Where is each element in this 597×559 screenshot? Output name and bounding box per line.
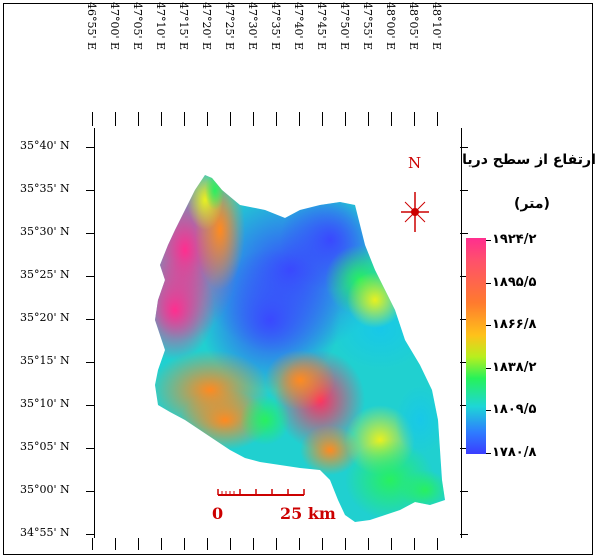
latitude-tick [86, 405, 94, 406]
longitude-tick [92, 112, 93, 126]
longitude-tick [138, 112, 139, 126]
longitude-tick-bottom [276, 538, 277, 550]
latitude-tick-right [460, 276, 468, 277]
longitude-tick-bottom [115, 538, 116, 550]
latitude-tick-right [460, 233, 468, 234]
longitude-tick-bottom [437, 538, 438, 550]
longitude-tick-bottom [230, 538, 231, 550]
latitude-label: 35°05' N [20, 440, 70, 453]
latitude-tick-right [460, 147, 468, 148]
legend-value: ۱۸۳۸/۲ [492, 359, 537, 375]
longitude-tick [115, 112, 116, 126]
latitude-tick [86, 276, 94, 277]
longitude-tick-bottom [92, 538, 93, 550]
longitude-tick [230, 112, 231, 126]
legend-title: ارتفاع از سطح دریا [462, 152, 596, 168]
legend-tick [486, 410, 491, 411]
legend-value: ۱۹۲۴/۲ [492, 232, 537, 247]
legend-tick [486, 367, 491, 369]
map-plot-area [94, 128, 462, 538]
longitude-tick [391, 112, 392, 126]
latitude-tick-right [460, 405, 468, 406]
longitude-tick [253, 112, 254, 126]
longitude-tick [345, 112, 346, 126]
longitude-tick [414, 112, 415, 126]
latitude-label: 35°30' N [20, 225, 70, 238]
longitude-tick-bottom [299, 538, 300, 550]
legend-tick [486, 240, 491, 241]
latitude-tick [86, 534, 94, 535]
legend-tick [486, 282, 491, 284]
latitude-tick-right [460, 319, 468, 320]
latitude-tick [86, 233, 94, 234]
legend-unit: (متر) [514, 196, 550, 212]
longitude-tick [368, 112, 369, 126]
latitude-tick [86, 147, 94, 148]
legend-tick [486, 325, 491, 326]
longitude-tick [184, 112, 185, 126]
map-frame [3, 3, 593, 555]
longitude-tick [299, 112, 300, 126]
longitude-tick-bottom [161, 538, 162, 550]
legend-value: ۱۸۶۶/۸ [492, 317, 537, 332]
latitude-tick-right [460, 190, 468, 191]
longitude-tick-bottom [368, 538, 369, 550]
legend-tick [486, 452, 491, 454]
latitude-tick [86, 362, 94, 363]
longitude-tick [322, 112, 323, 126]
scale-bar [217, 489, 305, 496]
latitude-tick [86, 448, 94, 449]
latitude-label: 35°10' N [20, 397, 70, 410]
legend-value: ۱۷۸۰/۸ [492, 444, 537, 460]
latitude-tick-right [460, 448, 468, 449]
latitude-label: 35°20' N [20, 311, 70, 324]
scale-end-label: 25 km [280, 504, 336, 523]
latitude-tick-right [460, 362, 468, 363]
legend-value: ۱۸۰۹/۵ [492, 402, 537, 417]
latitude-label: 34°55' N [20, 526, 70, 539]
latitude-label: 35°25' N [20, 268, 70, 281]
longitude-tick-bottom [345, 538, 346, 550]
longitude-tick-bottom [414, 538, 415, 550]
latitude-tick [86, 190, 94, 191]
longitude-tick-bottom [253, 538, 254, 550]
longitude-tick [207, 112, 208, 126]
latitude-label: 35°00' N [20, 483, 70, 496]
latitude-tick-right [460, 491, 468, 492]
longitude-tick [437, 112, 438, 126]
longitude-tick-bottom [184, 538, 185, 550]
north-arrow-icon [401, 192, 429, 232]
scale-start-label: 0 [212, 504, 224, 523]
legend-color-ramp [466, 238, 486, 454]
longitude-tick [276, 112, 277, 126]
latitude-label: 35°35' N [20, 182, 70, 195]
longitude-tick-bottom [207, 538, 208, 550]
latitude-label: 35°40' N [20, 139, 70, 152]
north-label: N [408, 154, 422, 172]
longitude-tick-bottom [322, 538, 323, 550]
latitude-tick [86, 491, 94, 492]
latitude-tick-right [460, 534, 468, 535]
latitude-tick [86, 319, 94, 320]
longitude-tick-bottom [138, 538, 139, 550]
legend-value: ۱۸۹۵/۵ [492, 274, 537, 290]
longitude-tick [161, 112, 162, 126]
latitude-label: 35°15' N [20, 354, 70, 367]
longitude-tick-bottom [391, 538, 392, 550]
